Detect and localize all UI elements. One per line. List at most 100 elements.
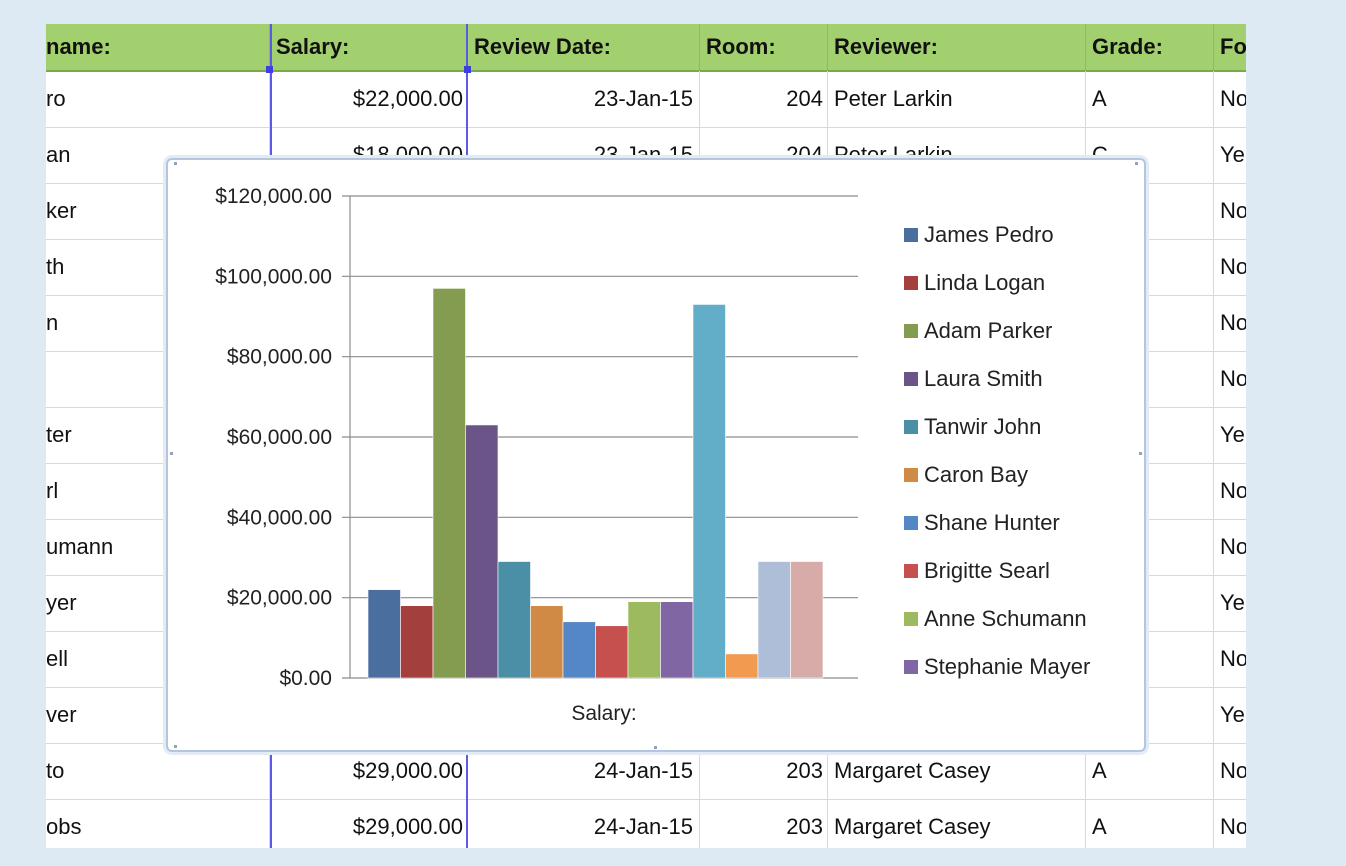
bar xyxy=(367,589,401,679)
table-cell[interactable] xyxy=(1086,295,1214,351)
table-cell[interactable]: $29,000.00 xyxy=(270,799,468,848)
table-cell[interactable]: No xyxy=(1214,743,1246,799)
table-cell[interactable] xyxy=(1086,687,1214,743)
table-cell[interactable]: Margaret Casey xyxy=(828,799,1086,848)
resize-handle[interactable] xyxy=(654,746,657,749)
table-cell[interactable]: $22,000.00 xyxy=(270,71,468,127)
table-cell[interactable]: No xyxy=(1214,71,1246,127)
legend-swatch xyxy=(904,564,918,578)
table-cell[interactable]: No xyxy=(1214,519,1246,575)
resize-handle[interactable] xyxy=(170,452,173,455)
legend-swatch xyxy=(904,372,918,386)
bar xyxy=(432,288,466,679)
table-cell[interactable] xyxy=(1086,351,1214,407)
salary-bar-chart: $0.00 $20,000.00 $40,000.00 $60,000.00 $80,0… xyxy=(215,185,1090,725)
bar xyxy=(497,561,531,679)
resize-handle[interactable] xyxy=(174,162,177,165)
legend-swatch xyxy=(904,420,918,434)
table-cell[interactable] xyxy=(1086,519,1214,575)
table-cell[interactable]: Margaret Casey xyxy=(828,743,1086,799)
chart-object[interactable]: $0.00 $20,000.00 $40,000.00 $60,000.00 $80,0… xyxy=(166,158,1146,752)
table-cell[interactable] xyxy=(1086,183,1214,239)
selection-handle[interactable] xyxy=(464,66,471,73)
table-cell[interactable]: obs xyxy=(46,799,270,848)
bar xyxy=(725,653,759,679)
table-cell[interactable]: 23-Jan-15 xyxy=(468,71,700,127)
table-cell[interactable] xyxy=(1086,631,1214,687)
table-cell[interactable] xyxy=(1086,463,1214,519)
header-salary[interactable]: Salary: xyxy=(270,24,468,70)
table-cell[interactable]: A xyxy=(1086,799,1214,848)
legend-label: James Pedro xyxy=(924,222,1054,247)
table-cell[interactable]: to xyxy=(46,743,270,799)
legend-swatch xyxy=(904,612,918,626)
table-cell[interactable]: No xyxy=(1214,183,1246,239)
header-reviewer[interactable]: Reviewer: xyxy=(828,24,1086,70)
y-tick-label: $80,000.00 xyxy=(227,346,332,369)
bar xyxy=(757,561,791,679)
legend-label: Anne Schumann xyxy=(924,606,1087,631)
legend-label: Linda Logan xyxy=(924,270,1045,295)
bar xyxy=(627,601,661,679)
header-fo[interactable]: Fo xyxy=(1214,24,1246,70)
bar xyxy=(562,621,596,679)
table-cell[interactable]: No xyxy=(1214,239,1246,295)
header-room[interactable]: Room: xyxy=(700,24,828,70)
header-name[interactable]: name: xyxy=(46,24,270,70)
y-tick-label: $20,000.00 xyxy=(227,587,332,610)
resize-handle[interactable] xyxy=(1139,452,1142,455)
table-cell[interactable]: No xyxy=(1214,631,1246,687)
legend-swatch xyxy=(904,324,918,338)
table-cell[interactable]: No xyxy=(1214,463,1246,519)
legend-swatch xyxy=(904,516,918,530)
resize-handle[interactable] xyxy=(1135,162,1138,165)
legend-label: Shane Hunter xyxy=(924,510,1060,535)
table-cell[interactable]: Ye xyxy=(1214,575,1246,631)
legend-swatch xyxy=(904,468,918,482)
table-cell[interactable]: an xyxy=(46,127,270,183)
table-cell[interactable]: A xyxy=(1086,71,1214,127)
bar xyxy=(465,424,499,679)
legend-label: Stephanie Mayer xyxy=(924,654,1090,679)
legend-label: Laura Smith xyxy=(924,366,1043,391)
bar xyxy=(660,601,694,679)
header-grade[interactable]: Grade: xyxy=(1086,24,1214,70)
selection-handle[interactable] xyxy=(266,66,273,73)
table-row: obs $29,000.00 24-Jan-15 203 Margaret Casey A… xyxy=(46,799,1246,848)
table-cell[interactable] xyxy=(1086,575,1214,631)
table-cell[interactable] xyxy=(1086,239,1214,295)
table-cell[interactable]: Peter Larkin xyxy=(828,71,1086,127)
table-cell[interactable]: Ye xyxy=(1214,687,1246,743)
table-row: to $29,000.00 24-Jan-15 203 Margaret Casey A N… xyxy=(46,743,1246,800)
header-review-date[interactable]: Review Date: xyxy=(468,24,700,70)
y-tick-label: $120,000.00 xyxy=(215,185,332,208)
bar xyxy=(400,605,434,679)
table-cell[interactable]: 204 xyxy=(700,71,828,127)
table-cell[interactable]: 24-Jan-15 xyxy=(468,799,700,848)
bar xyxy=(530,605,564,679)
table-cell[interactable]: umann xyxy=(46,519,270,575)
resize-handle[interactable] xyxy=(174,745,177,748)
table-cell[interactable]: No xyxy=(1214,351,1246,407)
y-tick-label: $60,000.00 xyxy=(227,426,332,449)
table-cell[interactable]: Ye xyxy=(1214,407,1246,463)
table-cell[interactable]: No xyxy=(1214,295,1246,351)
table-cell[interactable] xyxy=(1086,407,1214,463)
y-tick-label: $40,000.00 xyxy=(227,506,332,529)
header-row: name: Salary: Review Date: Room: Reviewe… xyxy=(46,24,1246,72)
bar xyxy=(595,625,629,679)
legend-label: Brigitte Searl xyxy=(924,558,1050,583)
table-cell[interactable]: Ye xyxy=(1214,127,1246,183)
table-cell[interactable]: 203 xyxy=(700,743,828,799)
table-cell[interactable]: No xyxy=(1214,799,1246,848)
legend-swatch xyxy=(904,660,918,674)
legend-swatch xyxy=(904,228,918,242)
bar xyxy=(692,304,726,679)
y-tick-label: $0.00 xyxy=(279,667,332,690)
table-cell[interactable]: A xyxy=(1086,743,1214,799)
table-cell[interactable]: 203 xyxy=(700,799,828,848)
table-cell[interactable]: 24-Jan-15 xyxy=(468,743,700,799)
legend-label: Tanwir John xyxy=(924,414,1041,439)
y-tick-label: $100,000.00 xyxy=(215,265,332,288)
table-cell[interactable]: ro xyxy=(46,71,270,127)
